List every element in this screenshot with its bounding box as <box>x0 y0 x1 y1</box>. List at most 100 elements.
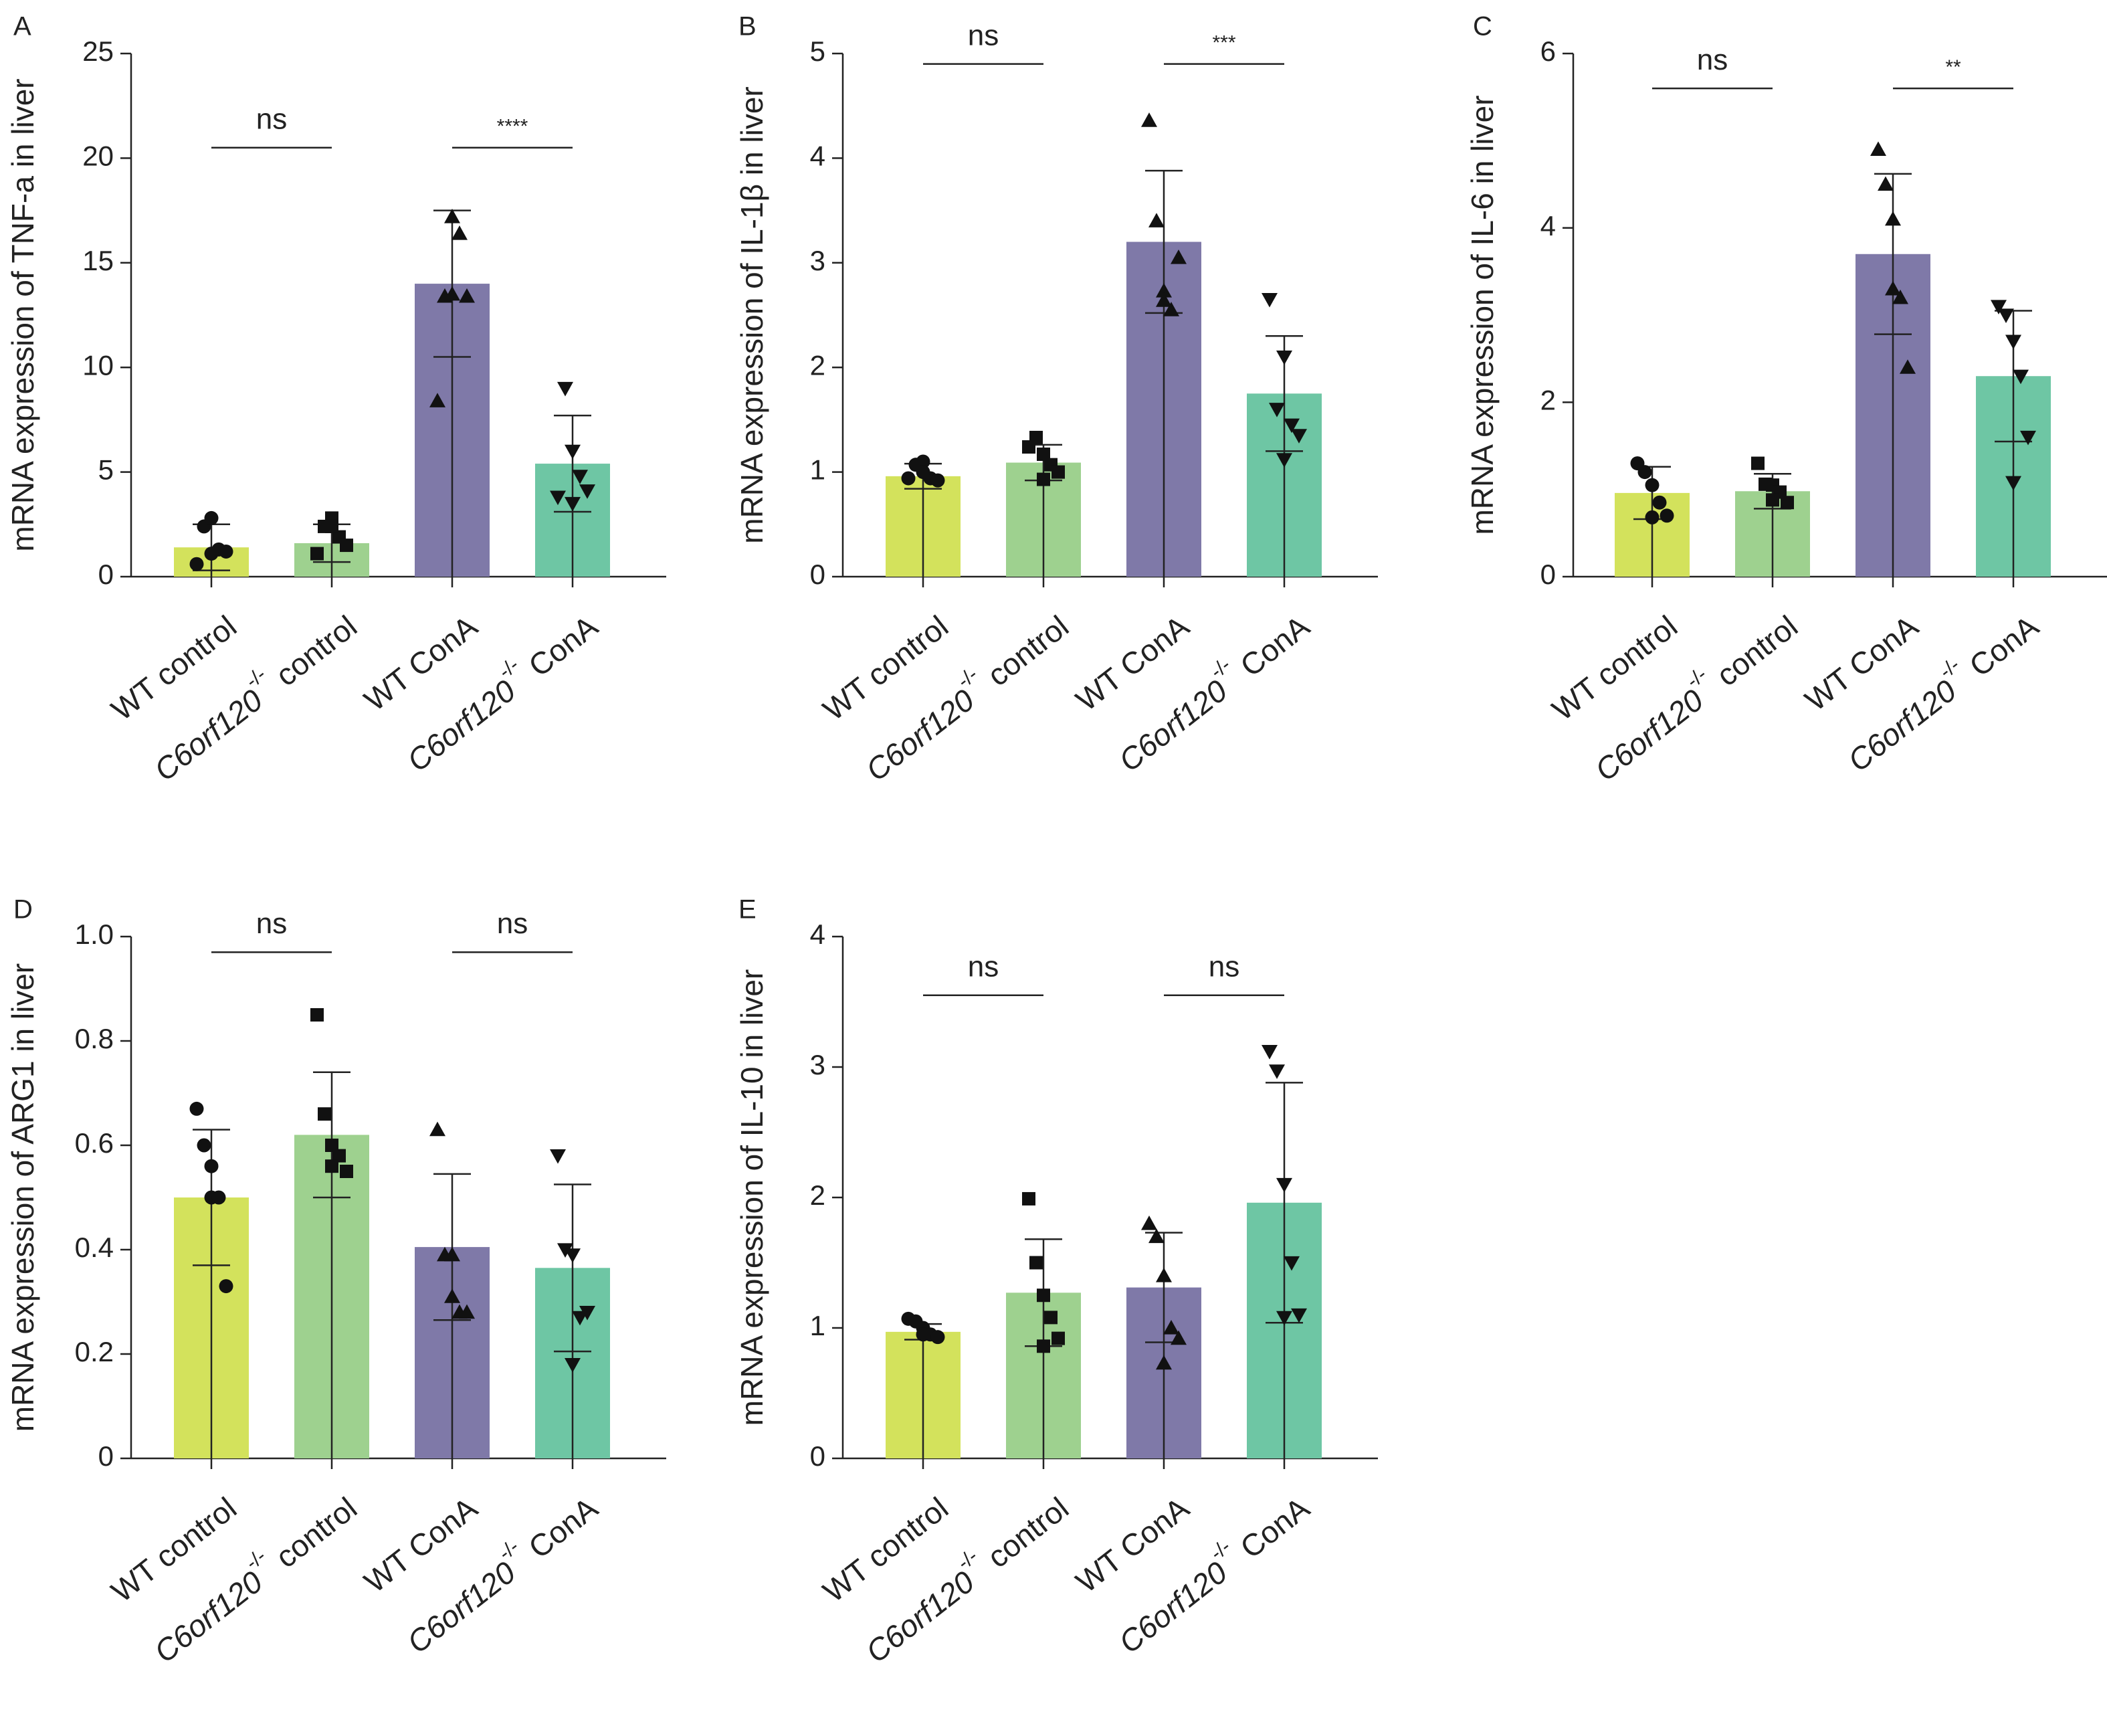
panel-letter: C <box>1473 12 1492 41</box>
data-point <box>1037 472 1050 486</box>
y-tick-label: 6 <box>1540 35 1556 67</box>
data-point <box>429 393 445 407</box>
category-label: C6orf120-/- control <box>854 601 1075 787</box>
significance-label: ** <box>1945 56 1961 78</box>
category-gene: C6orf120 <box>148 1563 269 1669</box>
category-label: C6orf120-/- control <box>142 1483 363 1669</box>
category-suffix: ConA <box>1956 608 2045 688</box>
data-point <box>1269 403 1285 417</box>
category-suffix: ConA <box>1227 1490 1316 1570</box>
data-point <box>1885 211 1901 226</box>
bar-group-1: WT control <box>104 1101 249 1609</box>
category-gene: C6orf120 <box>1841 672 1963 778</box>
panel-letter: D <box>13 895 33 925</box>
data-point <box>332 1149 346 1163</box>
data-point <box>452 225 468 240</box>
significance-label: ns <box>1697 43 1728 76</box>
data-point <box>1051 1331 1065 1345</box>
data-point <box>572 470 588 484</box>
data-point <box>2013 369 2029 385</box>
data-point <box>1645 510 1660 524</box>
significance-label: *** <box>1212 32 1235 54</box>
data-point <box>1022 1191 1035 1205</box>
data-point <box>1148 213 1165 227</box>
data-point <box>916 454 930 469</box>
data-point <box>1044 1311 1058 1325</box>
data-point <box>1037 1288 1050 1303</box>
data-point <box>204 547 219 561</box>
significance-1: ns <box>211 102 332 149</box>
category-label: C6orf120-/- control <box>142 601 363 787</box>
category-suffix: ConA <box>515 1490 604 1570</box>
data-point <box>219 544 233 559</box>
bar-group-3: WT ConA <box>1798 141 1930 718</box>
data-point <box>197 1138 211 1153</box>
data-point <box>1171 249 1187 264</box>
category-suffix: control <box>974 608 1075 698</box>
category-gene: C6orf120 <box>1112 672 1233 778</box>
data-point <box>557 381 573 397</box>
data-point <box>565 1358 581 1373</box>
data-point <box>1870 141 1886 156</box>
data-point <box>1276 1177 1292 1193</box>
data-point <box>1029 430 1043 444</box>
data-point <box>429 1121 445 1137</box>
data-point <box>1766 493 1779 507</box>
significance-2: ns <box>452 907 573 953</box>
bar-group-3: WT ConA <box>1069 112 1201 718</box>
y-tick-label: 2 <box>810 349 825 381</box>
data-point <box>2020 430 2036 446</box>
data-point <box>1885 280 1901 296</box>
significance-1: ns <box>211 907 332 953</box>
y-tick-label: 3 <box>810 1049 825 1080</box>
data-point <box>1291 1308 1307 1323</box>
significance-label: ns <box>256 907 287 940</box>
data-point <box>1156 1355 1172 1370</box>
category-suffix: control <box>262 608 363 698</box>
data-point <box>550 1149 566 1164</box>
category-suffix: ConA <box>1227 608 1316 688</box>
significance-2: ns <box>1164 950 1284 996</box>
data-point <box>930 473 945 488</box>
category-label: C6orf120-/- ConA <box>1106 601 1316 778</box>
data-point <box>189 1101 204 1116</box>
y-axis-label: mRNA expression of TNF-a in liver <box>5 78 40 551</box>
y-tick-label: 3 <box>810 245 825 276</box>
y-tick-label: 1.0 <box>75 919 114 950</box>
category-suffix: control <box>974 1490 1075 1579</box>
y-tick-label: 4 <box>810 140 825 171</box>
data-point <box>916 1327 930 1342</box>
data-point <box>1156 283 1172 298</box>
significance-1: ns <box>1652 43 1773 90</box>
bar-group-3: WT ConA <box>357 208 490 718</box>
y-tick-label: 0 <box>98 1440 114 1472</box>
data-point <box>1751 456 1765 470</box>
y-tick-label: 10 <box>82 349 114 381</box>
data-point <box>2005 476 2021 491</box>
data-point <box>340 1165 353 1178</box>
data-point <box>1262 1045 1278 1060</box>
data-point <box>1156 292 1172 307</box>
category-label: C6orf120-/- control <box>1583 601 1804 787</box>
y-tick-label: 2 <box>1540 384 1556 415</box>
category-suffix: ConA <box>515 608 604 688</box>
y-tick-label: 15 <box>82 245 114 276</box>
data-point <box>550 490 566 506</box>
data-point <box>1892 289 1908 304</box>
data-point <box>1660 508 1674 523</box>
data-point <box>572 1311 588 1326</box>
category-gene: C6orf120 <box>401 1554 522 1660</box>
y-tick-label: 20 <box>82 140 114 171</box>
data-point <box>325 1159 338 1173</box>
panel-letter: A <box>13 12 31 41</box>
data-point <box>1645 478 1660 492</box>
significance-label: ns <box>1209 950 1239 983</box>
y-tick-label: 1 <box>810 1310 825 1341</box>
significance-label: ns <box>256 102 287 135</box>
data-point <box>1141 112 1157 127</box>
significance-1: ns <box>923 950 1043 996</box>
data-point <box>444 1246 460 1262</box>
